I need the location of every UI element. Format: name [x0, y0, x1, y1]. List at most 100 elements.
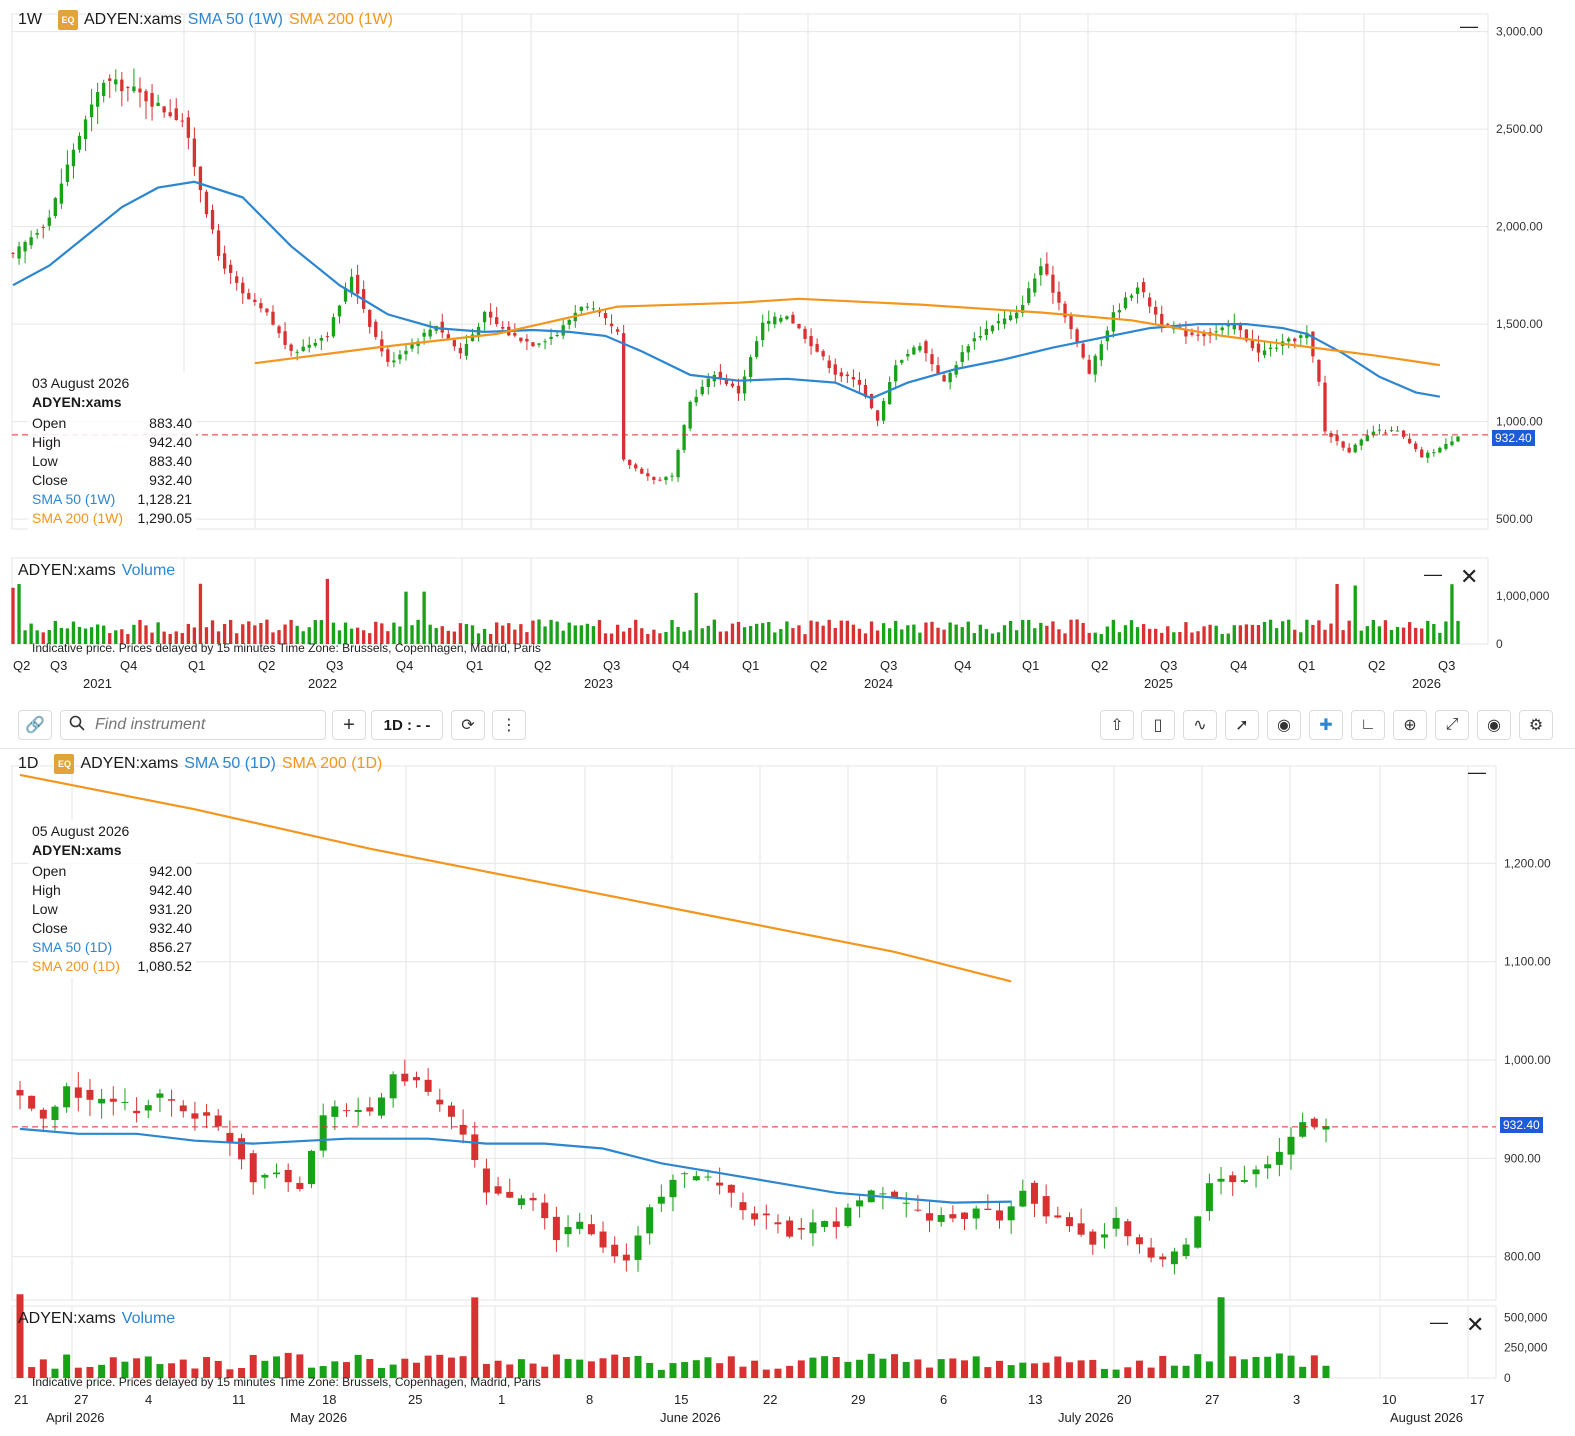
daily-interval[interactable]: 1D — [18, 755, 39, 772]
candle-body — [1268, 347, 1273, 350]
indicators-button[interactable]: ∿ — [1183, 710, 1217, 740]
volume-bar — [482, 628, 487, 644]
candle-body — [891, 1191, 899, 1198]
daily-volume-close-icon[interactable]: ✕ — [1466, 1312, 1485, 1337]
weekly-volume-chart[interactable]: 1,000,000 0 Q2 Q3 Q4 Q1 Q2 Q3 Q4 Q1 Q2 Q3 Q4 Q1 Q2 Q3 Q4… — [0, 554, 1575, 692]
volume-bar — [120, 629, 124, 644]
volume-bar — [343, 622, 348, 644]
volume-bar — [767, 622, 771, 644]
visibility-button[interactable]: ◉ — [1267, 710, 1301, 740]
candle-body — [937, 1215, 945, 1222]
candle-body — [774, 1222, 782, 1225]
refresh-button[interactable]: ⟳ — [451, 710, 485, 740]
daily-volume-pane[interactable]: 500,000 250,000 0 21 27 4 11 18 25 1 8 15 22 29 6 13 20 2… — [0, 1294, 1575, 1436]
volume-bar — [1172, 632, 1176, 644]
weekly-minimize-icon[interactable]: — — [1460, 16, 1478, 36]
more-options-button[interactable]: ⋮ — [492, 710, 526, 740]
volume-bar — [428, 624, 432, 644]
candle-body — [585, 306, 590, 308]
candle-body — [1365, 435, 1369, 442]
weekly-symbol[interactable]: ADYEN:xams — [84, 11, 182, 28]
candle-body — [914, 1209, 922, 1211]
candle-body — [1432, 452, 1436, 454]
y-tick-label: 0 — [1496, 637, 1503, 651]
weekly-sma200-label[interactable]: SMA 200 (1W) — [288, 11, 393, 28]
volume-bar — [706, 625, 710, 644]
daily-symbol[interactable]: ADYEN:xams — [80, 755, 179, 772]
weekly-volume-minimize-icon[interactable]: — — [1424, 564, 1442, 584]
volume-bar — [501, 625, 505, 644]
chart-type-button[interactable]: ▯ — [1141, 710, 1175, 740]
daily-volume-label[interactable]: Volume — [121, 1310, 176, 1327]
volume-bar — [65, 628, 70, 644]
screenshot-button[interactable]: ◉ — [1477, 710, 1511, 740]
weekly-price-chart[interactable]: 3,000.00 2,500.00 2,000.00 1,500.00 1,000.00… — [0, 0, 1575, 552]
add-instrument-button[interactable]: + — [332, 710, 366, 740]
candle-body — [657, 1196, 665, 1204]
link-button[interactable]: 🔗 — [18, 710, 52, 740]
candle-body — [676, 450, 680, 478]
volume-bar — [984, 1367, 992, 1378]
volume-bar — [724, 631, 729, 644]
crosshair-button[interactable]: ✚ — [1309, 710, 1343, 740]
volume-bar — [214, 1360, 222, 1378]
candle-body — [1287, 1136, 1295, 1155]
legend-sma50-label: SMA 50 (1D) — [32, 939, 113, 955]
more-vertical-icon: ⋮ — [501, 717, 517, 734]
volume-bar — [1377, 626, 1382, 644]
daily-price-chart[interactable]: 1,200.00 1,100.00 1,000.00 900.00 800.00 — [0, 750, 1575, 1301]
share-button[interactable]: ⇧ — [1100, 710, 1134, 740]
weekly-volume-pane[interactable]: 1,000,000 0 Q2 Q3 Q4 Q1 Q2 Q3 Q4 Q1 Q2 Q3 Q4 Q1 Q2 Q3 Q4… — [0, 554, 1575, 692]
daily-volume-symbol[interactable]: ADYEN:xams — [18, 1310, 116, 1327]
volume-bar — [1190, 632, 1194, 644]
legend-high-label: High — [32, 882, 61, 898]
settings-button[interactable]: ⚙ — [1519, 710, 1553, 740]
volume-bar — [1027, 620, 1031, 644]
volume-bar — [506, 1364, 514, 1378]
candle-body — [16, 1090, 24, 1096]
daily-sma50-label[interactable]: SMA 50 (1D) — [184, 755, 276, 772]
interval-selector[interactable]: 1D : - - — [371, 710, 443, 740]
find-instrument-input[interactable] — [93, 715, 317, 735]
fullscreen-button[interactable]: ⤢ — [1435, 710, 1469, 740]
candle-body — [284, 1169, 292, 1183]
candle-body — [564, 1227, 572, 1235]
daily-chart-pane[interactable]: 1,200.00 1,100.00 1,000.00 900.00 800.00 1D … — [0, 750, 1575, 1301]
weekly-sma50-label[interactable]: SMA 50 (1W) — [187, 11, 283, 28]
weekly-volume-symbol[interactable]: ADYEN:xams — [18, 562, 116, 579]
volume-bar — [1135, 1360, 1143, 1378]
find-instrument-field[interactable] — [60, 710, 326, 740]
volume-bar — [204, 627, 209, 644]
volume-bar — [646, 1362, 654, 1378]
candle-body — [1329, 433, 1333, 437]
volume-bar — [839, 620, 843, 644]
volume-bar — [1444, 621, 1448, 644]
candle-body — [1014, 312, 1019, 319]
candle-body — [682, 425, 686, 450]
daily-volume-minimize-icon[interactable]: — — [1430, 1312, 1448, 1332]
weekly-delay-notice: Indicative price. Prices delayed by 15 m… — [32, 641, 541, 655]
candle-body — [561, 325, 565, 336]
weekly-volume-close-icon[interactable]: ✕ — [1460, 564, 1479, 589]
volume-bar — [1293, 629, 1297, 644]
weekly-chart-pane[interactable]: 3,000.00 2,500.00 2,000.00 1,500.00 1,000.00… — [0, 0, 1575, 552]
compare-button[interactable]: ∟ — [1351, 710, 1385, 740]
volume-bar — [525, 632, 529, 644]
daily-sma200-label[interactable]: SMA 200 (1D) — [281, 755, 383, 772]
drawing-tools-button[interactable]: ➚ — [1225, 710, 1259, 740]
legend-sma50-label: SMA 50 (1W) — [32, 491, 116, 507]
zoom-button[interactable]: ⊕ — [1393, 710, 1427, 740]
candle-body — [470, 334, 475, 342]
legend-symbol: ADYEN:xams — [32, 394, 122, 410]
weekly-interval[interactable]: 1W — [18, 11, 42, 28]
candle-body — [1027, 288, 1031, 304]
volume-bar — [851, 624, 856, 644]
volume-bar — [754, 623, 759, 644]
volume-bar — [179, 1359, 187, 1378]
day-label: 17 — [1470, 1392, 1484, 1407]
weekly-volume-label[interactable]: Volume — [121, 562, 176, 579]
volume-bar — [368, 633, 372, 644]
daily-minimize-icon[interactable]: — — [1468, 762, 1486, 782]
volume-bar — [1420, 628, 1424, 644]
